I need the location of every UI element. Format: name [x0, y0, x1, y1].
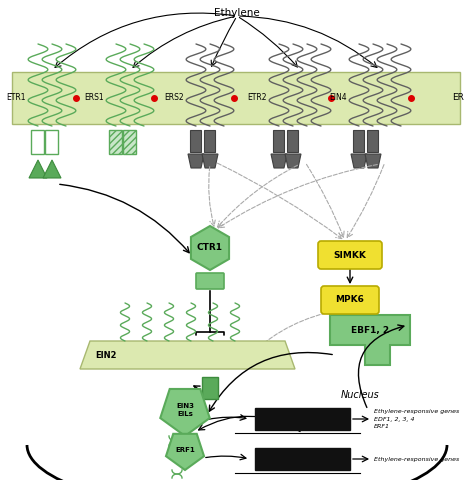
Text: ERF1: ERF1: [374, 424, 390, 430]
Text: MPK6: MPK6: [336, 296, 365, 304]
Text: ERF1: ERF1: [175, 447, 195, 453]
Bar: [45, 130, 58, 154]
FancyBboxPatch shape: [321, 286, 379, 314]
Text: ETR2: ETR2: [247, 94, 267, 103]
Text: ERS1: ERS1: [84, 94, 104, 103]
Text: Ethylene: Ethylene: [214, 8, 260, 18]
Bar: [109, 130, 122, 154]
Bar: [123, 130, 136, 154]
Polygon shape: [271, 154, 287, 168]
Text: Ethylene-responsive genes: Ethylene-responsive genes: [374, 409, 459, 415]
Bar: [273, 130, 284, 152]
Polygon shape: [285, 154, 301, 168]
Bar: [204, 130, 215, 152]
Text: EDF1, 2, 3, 4: EDF1, 2, 3, 4: [374, 418, 414, 422]
Bar: [31, 130, 44, 154]
Polygon shape: [80, 341, 295, 369]
Polygon shape: [202, 154, 218, 168]
Bar: [353, 130, 364, 152]
Text: EIN2: EIN2: [95, 350, 117, 360]
Polygon shape: [160, 389, 210, 436]
Text: Nucleus: Nucleus: [341, 390, 379, 400]
Bar: [190, 130, 201, 152]
Polygon shape: [43, 160, 61, 178]
Text: CTR1: CTR1: [197, 243, 223, 252]
Polygon shape: [191, 226, 229, 270]
FancyBboxPatch shape: [318, 241, 382, 269]
Text: EIN4: EIN4: [329, 94, 347, 103]
Polygon shape: [166, 434, 204, 470]
Text: SIMKK: SIMKK: [334, 251, 366, 260]
Bar: [367, 130, 378, 152]
Bar: [202, 377, 218, 399]
Polygon shape: [365, 154, 381, 168]
Text: ERS2: ERS2: [164, 94, 184, 103]
Text: ER: ER: [452, 94, 464, 103]
Bar: [255, 448, 350, 470]
Bar: [12, 72, 460, 124]
Bar: [255, 408, 350, 430]
Text: EBF1, 2: EBF1, 2: [351, 325, 389, 335]
Polygon shape: [351, 154, 367, 168]
Polygon shape: [188, 154, 204, 168]
Text: ETR1: ETR1: [7, 94, 26, 103]
Text: EIN3
EILs: EIN3 EILs: [176, 404, 194, 417]
Polygon shape: [29, 160, 47, 178]
Polygon shape: [330, 315, 410, 365]
FancyBboxPatch shape: [196, 273, 224, 289]
Text: Ethylene-responsive genes: Ethylene-responsive genes: [374, 456, 459, 461]
Bar: [287, 130, 298, 152]
